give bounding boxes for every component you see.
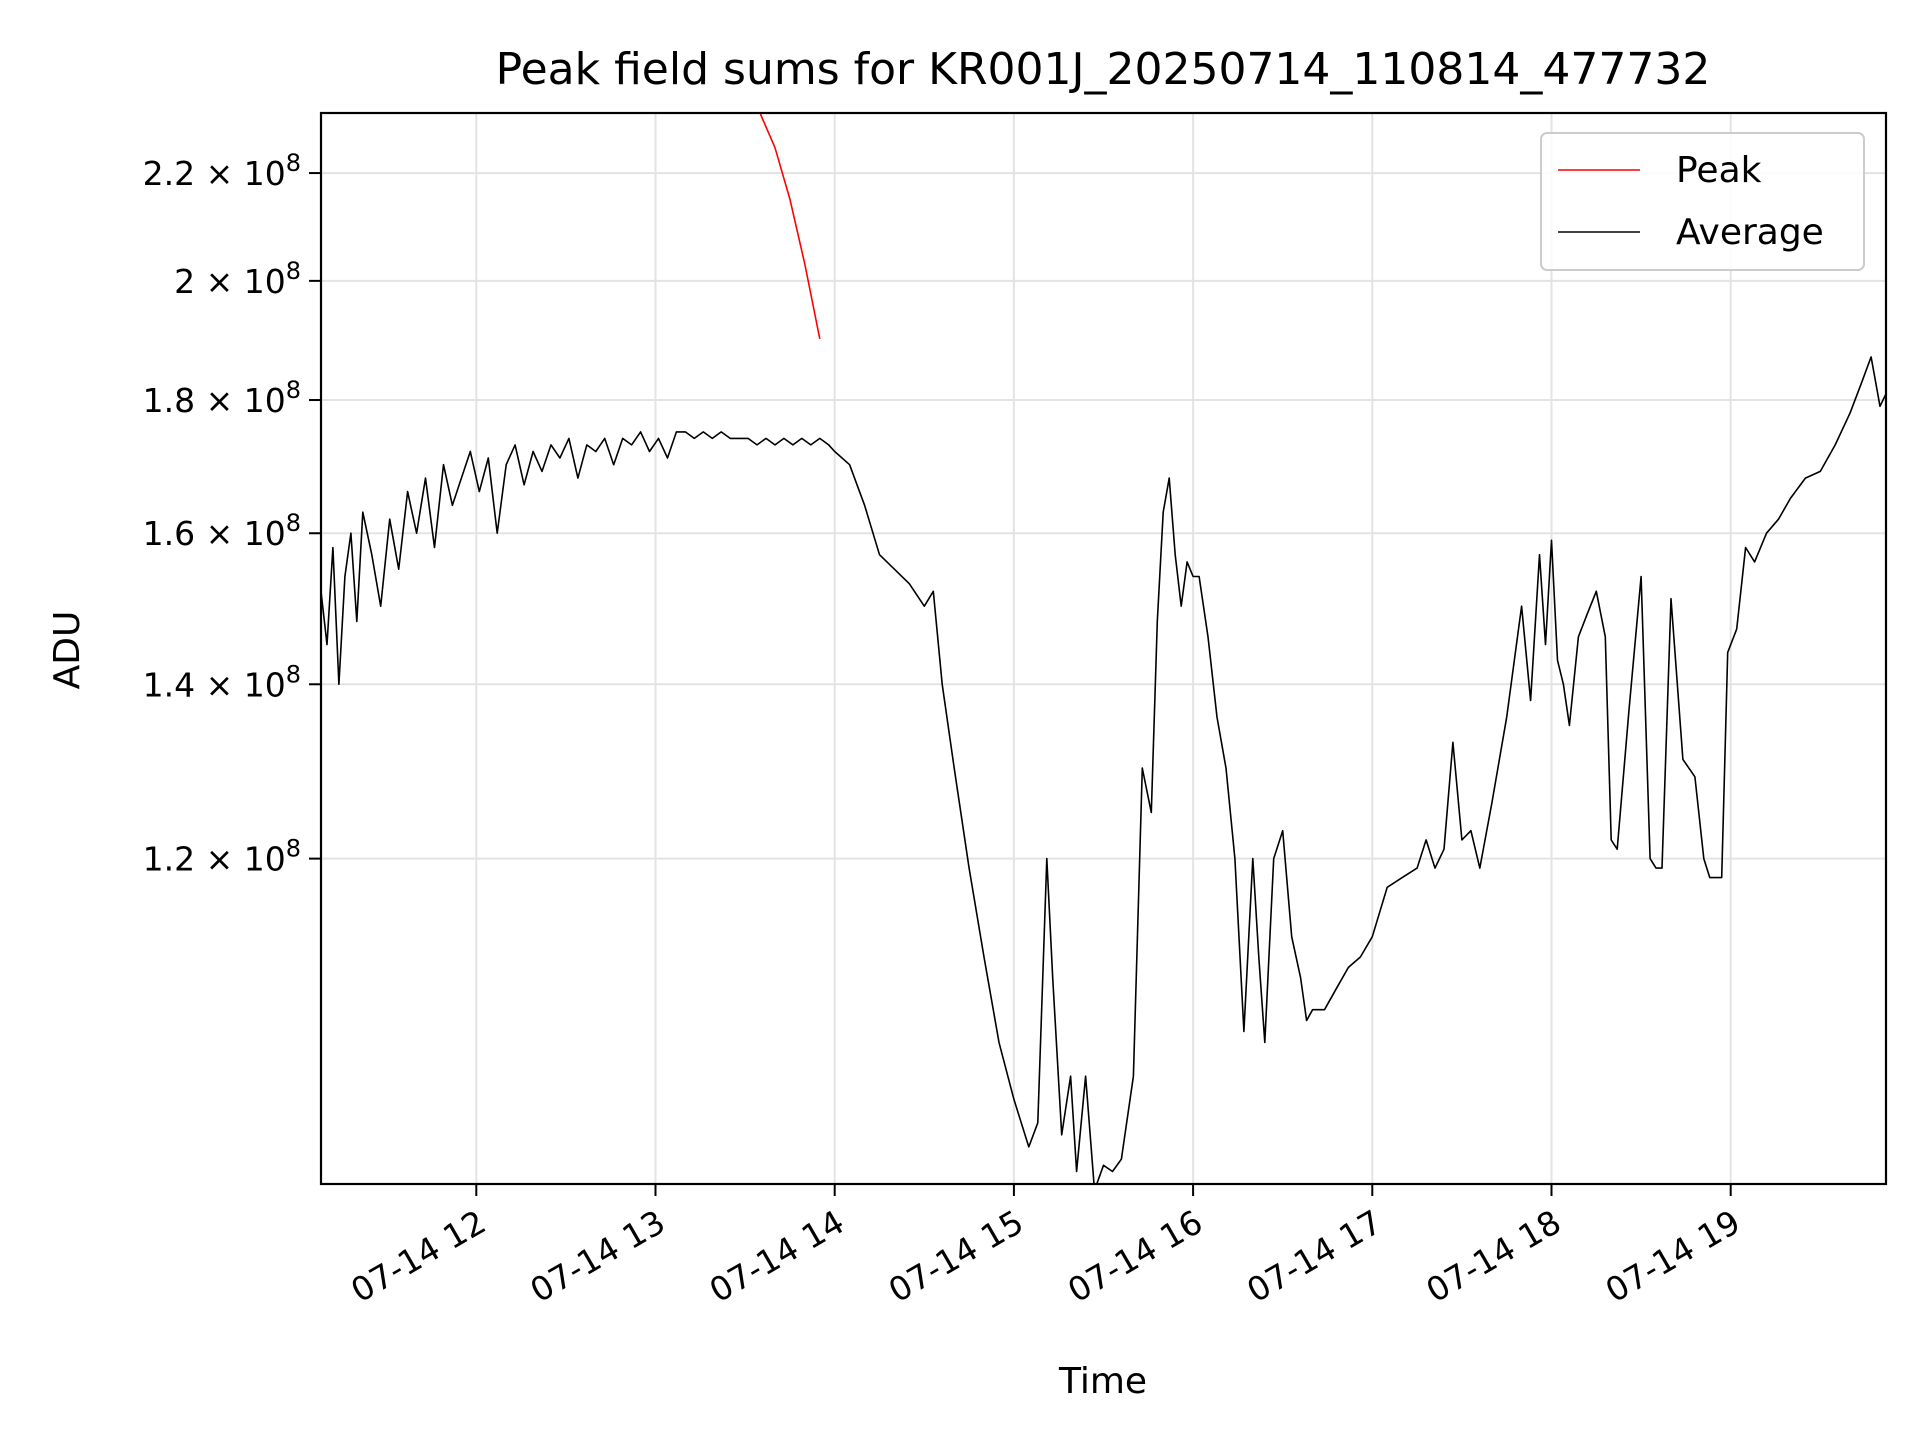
legend-label-average: Average [1676,212,1824,253]
y-axis: 1.2 × 108 1.4 × 108 1.6 × 108 1.8 × 108 2 × … [143,149,321,879]
chart-title: Peak field sums for KR001J_20250714_1108… [496,44,1711,95]
y-tick-label: 1.4 × 108 [143,660,301,704]
y-tick-label: 1.6 × 108 [143,509,301,553]
series-group [321,113,1886,1184]
legend: Peak Average [1540,132,1865,271]
x-axis-title: Time [1058,1361,1147,1402]
y-tick-label: 2 × 108 [174,257,301,301]
grid [321,113,1886,1184]
series-line-average [321,356,1886,1184]
y-tick-label: 1.2 × 108 [143,835,301,879]
plot-frame [319,111,1888,1186]
legend-box [1540,132,1865,271]
legend-label-peak: Peak [1676,150,1762,191]
y-tick-label: 1.8 × 108 [143,376,301,420]
y-axis-title: ADU [47,611,88,690]
y-tick-label: 2.2 × 108 [143,149,301,193]
